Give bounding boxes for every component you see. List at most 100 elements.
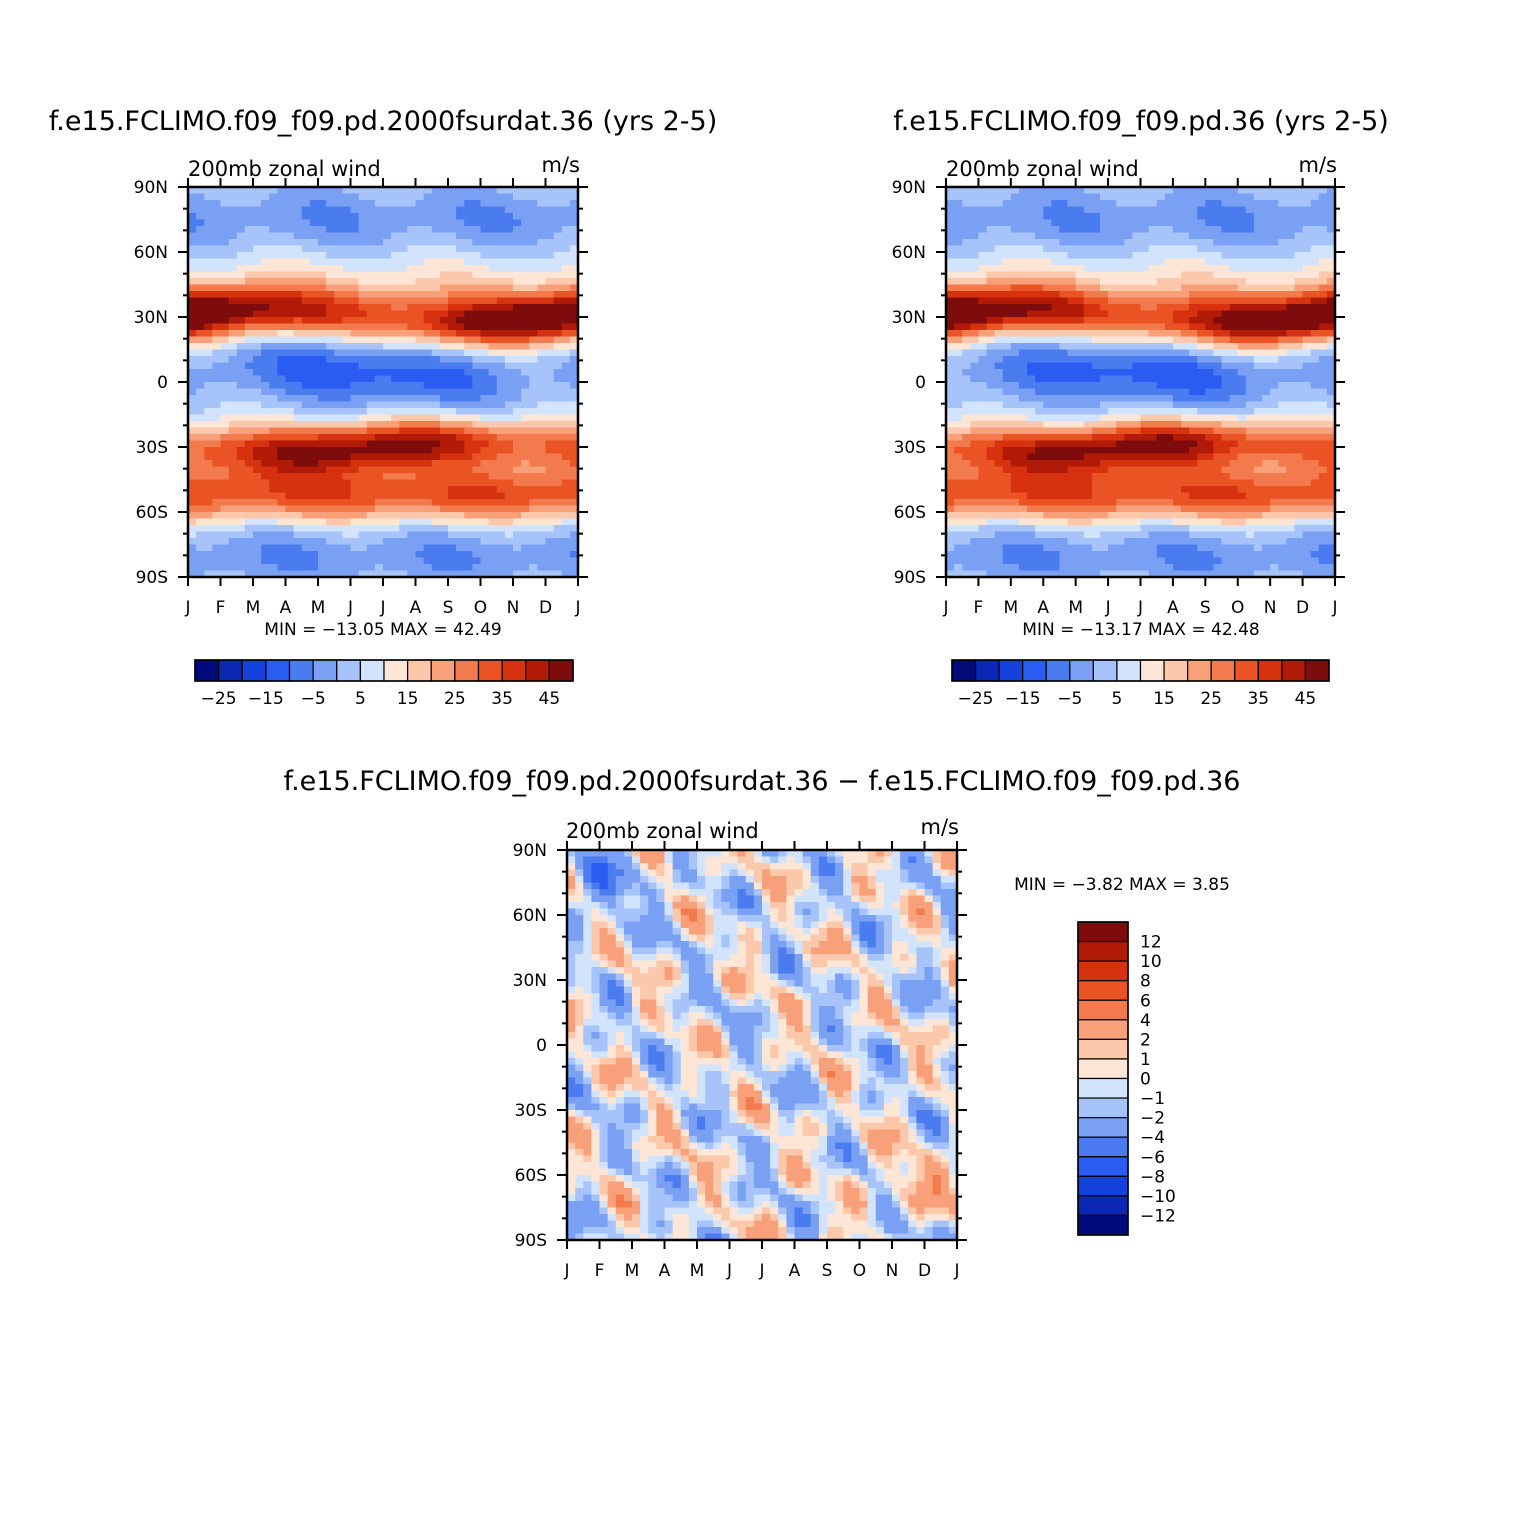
contour-cell	[1172, 284, 1182, 292]
contour-cell	[1172, 336, 1182, 344]
contour-cell	[407, 291, 417, 299]
contour-cell	[374, 512, 384, 520]
contour-cell	[1181, 297, 1190, 305]
contour-cell	[1253, 447, 1263, 455]
contour-cell	[1278, 408, 1287, 416]
contour-cell	[358, 453, 368, 461]
contour-cell	[212, 265, 222, 273]
contour-cell	[1002, 271, 1012, 279]
contour-cell	[464, 434, 473, 442]
contour-cell	[504, 232, 514, 240]
contour-cell	[196, 375, 205, 383]
contour-cell	[1181, 193, 1190, 201]
contour-cell	[326, 323, 335, 331]
contour-cell	[448, 427, 457, 435]
contour-cell	[488, 570, 498, 577]
contour-cell	[1318, 206, 1328, 214]
contour-cell	[269, 538, 278, 546]
contour-cell	[1294, 356, 1304, 364]
contour-cell	[1237, 343, 1247, 351]
contour-cell	[1302, 265, 1312, 273]
contour-cell	[504, 544, 514, 552]
contour-cell	[1156, 252, 1166, 260]
contour-cell	[1018, 310, 1028, 318]
contour-cell	[1253, 401, 1263, 409]
contour-cell	[318, 252, 327, 260]
contour-cell	[318, 434, 327, 442]
contour-cell	[480, 557, 490, 565]
contour-cell	[496, 213, 506, 221]
contour-cell	[1140, 206, 1150, 214]
contour-cell	[244, 505, 254, 513]
contour-cell	[994, 447, 1004, 455]
contour-cell	[269, 356, 278, 364]
contour-cell	[1067, 427, 1077, 435]
contour-cell	[504, 492, 514, 500]
contour-cell	[946, 206, 955, 214]
contour-cell	[1310, 187, 1320, 195]
contour-cell	[464, 252, 473, 260]
contour-cell	[569, 369, 578, 377]
contour-cell	[358, 466, 368, 474]
contour-cell	[1181, 401, 1190, 409]
contour-cell	[383, 408, 392, 416]
contour-cell	[529, 317, 538, 325]
contour-cell	[970, 447, 980, 455]
contour-cell	[1221, 427, 1231, 435]
contour-cell	[293, 252, 303, 260]
contour-cell	[439, 486, 449, 494]
contour-cell	[1172, 213, 1182, 221]
contour-cell	[1027, 375, 1036, 383]
contour-cell	[407, 388, 417, 396]
contour-cell	[1245, 278, 1255, 286]
contour-cell	[1245, 447, 1255, 455]
contour-cell	[350, 317, 360, 325]
contour-cell	[366, 499, 376, 507]
contour-cell	[342, 505, 352, 513]
contour-cell	[1018, 278, 1028, 286]
contour-cell	[188, 557, 197, 565]
contour-cell	[1262, 291, 1271, 299]
contour-cell	[1189, 434, 1198, 442]
contour-cell	[309, 317, 319, 325]
contour-cell	[1067, 382, 1077, 390]
contour-cell	[1318, 310, 1328, 318]
contour-cell	[391, 323, 400, 331]
contour-cell	[342, 278, 352, 286]
contour-cell	[439, 453, 449, 461]
contour-cell	[1164, 226, 1174, 234]
colorbar-swatch	[288, 659, 314, 682]
contour-cell	[1253, 375, 1263, 383]
contour-cell	[391, 297, 400, 305]
contour-cell	[1278, 297, 1287, 305]
contour-cell	[529, 226, 538, 234]
contour-cell	[569, 518, 578, 526]
contour-cell	[358, 252, 368, 260]
contour-cell	[309, 557, 319, 565]
contour-cell	[545, 336, 555, 344]
contour-cell	[1099, 297, 1109, 305]
contour-cell	[1140, 304, 1150, 312]
contour-cell	[236, 453, 246, 461]
contour-cell	[188, 265, 197, 273]
contour-cell	[1132, 206, 1142, 214]
contour-cell	[261, 447, 270, 455]
contour-cell	[309, 447, 319, 455]
contour-cell	[553, 492, 563, 500]
contour-cell	[318, 219, 327, 227]
contour-cell	[545, 369, 555, 377]
contour-cell	[1245, 310, 1255, 318]
contour-cell	[277, 492, 287, 500]
contour-cell	[220, 252, 230, 260]
contour-cell	[1262, 317, 1271, 325]
contour-cell	[236, 492, 246, 500]
contour-cell	[301, 343, 311, 351]
contour-cell	[488, 200, 498, 208]
contour-cell	[1221, 304, 1231, 312]
contour-cell	[1245, 323, 1255, 331]
contour-cell	[1172, 382, 1182, 390]
contour-cell	[456, 479, 465, 487]
contour-cell	[496, 336, 506, 344]
contour-cell	[456, 486, 465, 494]
contour-cell	[342, 362, 352, 370]
